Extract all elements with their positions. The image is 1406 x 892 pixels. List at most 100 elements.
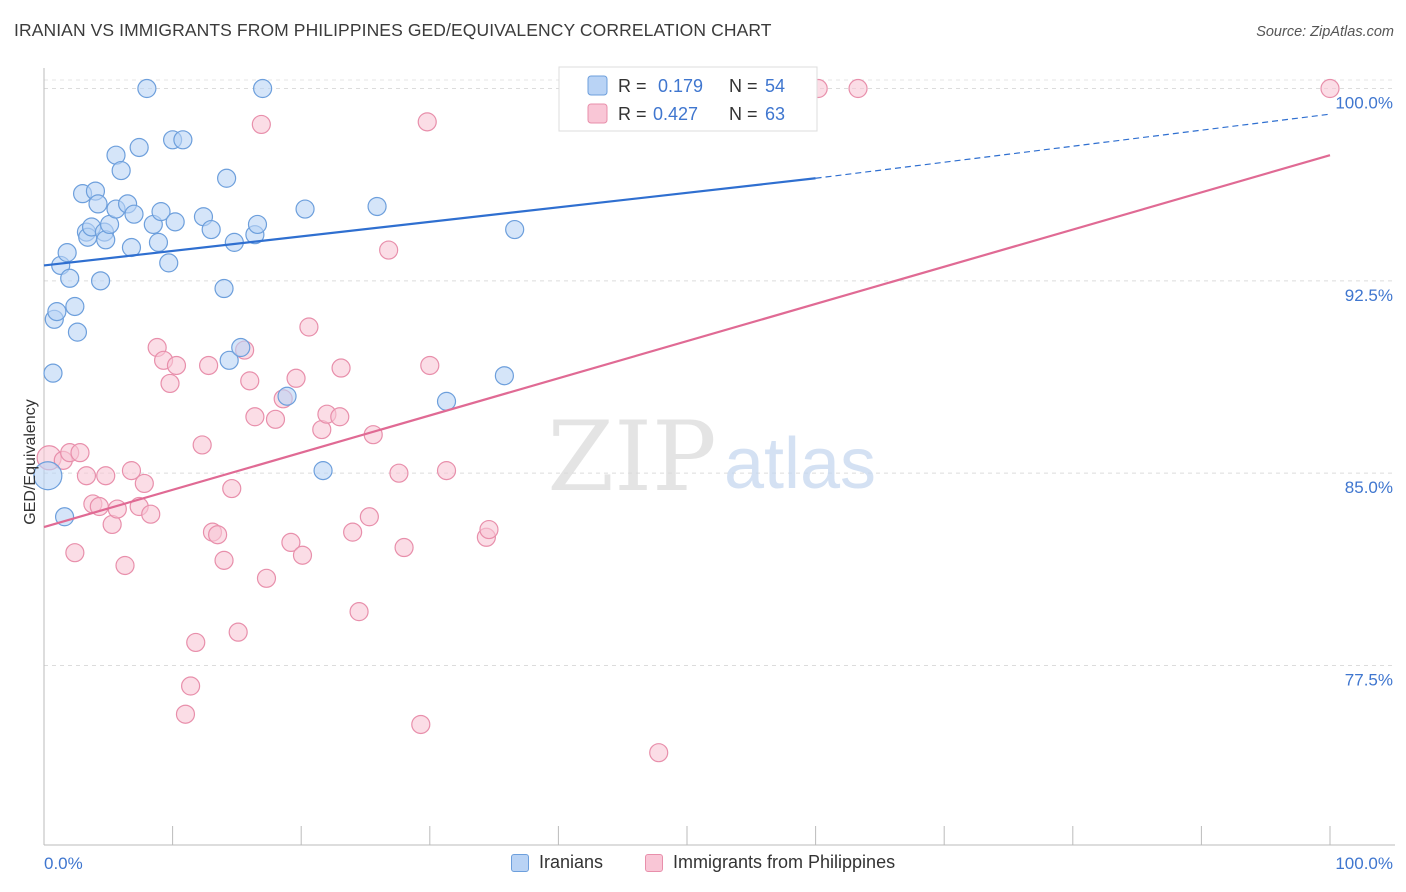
iranians-point xyxy=(313,461,333,481)
iranians-point xyxy=(43,363,63,383)
iranians-point xyxy=(231,337,251,358)
philippines-point xyxy=(265,409,286,429)
iranians-point xyxy=(33,461,63,491)
legend-bottom: Iranians Immigrants from Philippines xyxy=(0,850,1406,878)
iranians-point xyxy=(219,350,239,370)
philippines-point xyxy=(330,407,350,427)
axes xyxy=(43,68,1395,846)
philippines-point xyxy=(96,466,116,486)
legend-swatch-philippines-bottom xyxy=(645,853,663,872)
iranians-point xyxy=(47,302,67,322)
iranians-trend-solid xyxy=(43,177,816,267)
philippines-point xyxy=(192,435,212,455)
iranians-point xyxy=(57,243,77,263)
philippines-point xyxy=(394,537,414,558)
legend-top: R = 0.179 N = 54 R = 0.427 N = 63 xyxy=(558,66,818,132)
iranians-point xyxy=(90,271,111,291)
philippines-point xyxy=(331,358,351,378)
philippines-point xyxy=(65,543,85,563)
legend-label-philippines: Immigrants from Philippines xyxy=(673,852,896,872)
iranians-point xyxy=(201,219,221,240)
philippines-point xyxy=(411,714,431,735)
iranians-point xyxy=(151,202,171,222)
legend-label-iranians: Iranians xyxy=(539,852,604,872)
iranians-point xyxy=(217,168,237,188)
x-tick-label-max: 100.0% xyxy=(1335,854,1393,873)
iranians-point xyxy=(65,296,85,317)
philippines-point xyxy=(848,78,868,99)
iranians-point xyxy=(129,137,149,158)
legend-swatch-iranians xyxy=(587,75,608,96)
philippines-point xyxy=(359,507,379,527)
philippines-point xyxy=(299,317,319,337)
philippines-point xyxy=(228,622,248,642)
philippines-point xyxy=(420,355,440,376)
philippines-point xyxy=(166,355,187,376)
iranians-point xyxy=(111,160,131,181)
philippines-point xyxy=(134,473,154,494)
legend-item-philippines[interactable]: Immigrants from Philippines xyxy=(645,852,895,873)
philippines-point xyxy=(222,478,242,499)
iranians-point xyxy=(173,130,193,150)
trend-lines xyxy=(43,113,1331,529)
philippines-point xyxy=(286,368,306,388)
philippines-point xyxy=(76,466,97,486)
philippines-point xyxy=(107,499,127,519)
iranians-point xyxy=(165,212,185,232)
iranians-point xyxy=(124,204,144,224)
philippines-point xyxy=(175,704,196,724)
legend-swatch-iranians-bottom xyxy=(511,853,529,872)
iranians-point xyxy=(367,196,387,217)
legend-r-label-1: R = xyxy=(618,76,647,96)
legend-n-value-2: 63 xyxy=(765,104,785,124)
y-axis-label: GED/Equivalency xyxy=(22,399,39,524)
y-tick-label: 100.0% xyxy=(1335,94,1393,113)
philippines-point xyxy=(292,545,313,565)
iranians-point xyxy=(148,232,169,252)
y-tick-label: 77.5% xyxy=(1345,670,1393,689)
series-philippines-points xyxy=(36,78,1340,763)
iranians-trend-dashed xyxy=(815,113,1331,179)
philippines-point xyxy=(160,373,180,394)
philippines-point xyxy=(245,407,265,427)
watermark-atlas: atlas xyxy=(724,424,876,504)
philippines-point xyxy=(115,555,135,576)
x-tick-label-min: 0.0% xyxy=(44,854,83,873)
watermark: ZIP atlas xyxy=(547,401,876,513)
philippines-point xyxy=(379,240,399,260)
iranians-point xyxy=(214,278,234,299)
iranians-point xyxy=(247,214,268,235)
philippines-point xyxy=(181,676,201,696)
iranians-point xyxy=(253,78,273,99)
legend-n-value-1: 54 xyxy=(765,76,785,96)
iranians-point xyxy=(494,366,514,386)
legend-n-label-1: N = xyxy=(729,76,758,96)
philippines-point xyxy=(1320,78,1340,99)
philippines-point xyxy=(121,461,142,481)
philippines-point xyxy=(240,371,260,391)
chart-source: Source: ZipAtlas.com xyxy=(1256,24,1394,40)
y-tick-label: 92.5% xyxy=(1345,286,1393,305)
legend-item-iranians[interactable]: Iranians xyxy=(511,852,603,873)
philippines-point xyxy=(186,632,206,653)
philippines-point xyxy=(214,550,234,570)
watermark-zip: ZIP xyxy=(547,401,716,513)
legend-r-label-2: R = xyxy=(618,104,647,124)
philippines-point xyxy=(208,525,228,545)
philippines-point xyxy=(479,519,499,540)
philippines-trend xyxy=(43,154,1331,529)
y-tick-label: 85.0% xyxy=(1345,478,1393,497)
philippines-point xyxy=(281,532,301,553)
legend-n-label-2: N = xyxy=(729,104,758,124)
philippines-point xyxy=(649,743,669,763)
iranians-point xyxy=(88,194,108,214)
legend-r-value-1: 0.179 xyxy=(658,76,703,96)
iranians-point xyxy=(436,391,457,411)
iranians-point xyxy=(505,219,525,240)
philippines-point xyxy=(199,355,219,376)
philippines-point xyxy=(417,112,437,132)
iranians-point xyxy=(159,253,179,273)
iranians-point xyxy=(277,386,297,406)
iranians-point xyxy=(60,268,80,288)
